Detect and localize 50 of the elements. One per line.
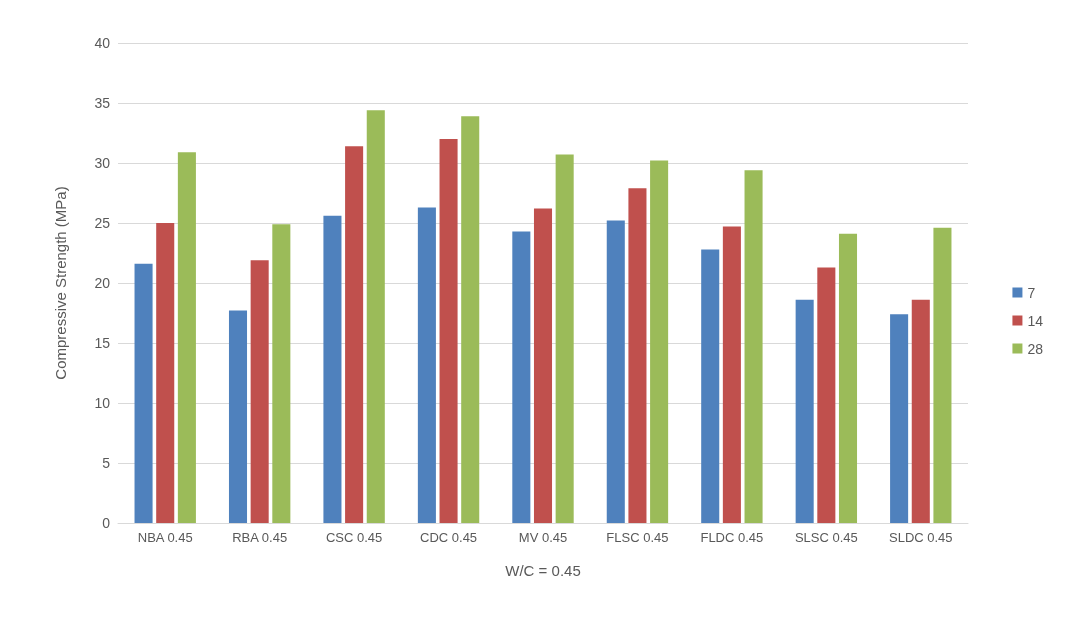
bar xyxy=(628,188,647,523)
bar xyxy=(512,231,531,523)
y-tick-label: 35 xyxy=(94,95,111,111)
y-tick-label: 30 xyxy=(94,155,111,171)
y-tick-label: 0 xyxy=(102,515,111,531)
bar xyxy=(461,116,480,523)
y-tick-label: 40 xyxy=(94,35,111,51)
legend-label: 28 xyxy=(1027,340,1044,357)
bar xyxy=(366,110,385,523)
bar xyxy=(323,215,342,523)
bar xyxy=(156,223,175,523)
bar xyxy=(533,208,553,523)
bar xyxy=(933,227,952,523)
y-axis-title: Compressive Strength (MPa) xyxy=(52,186,69,380)
legend-label: 7 xyxy=(1027,284,1036,301)
x-tick-label: SLSC 0.45 xyxy=(794,530,858,545)
bar xyxy=(701,249,720,523)
bar xyxy=(911,299,930,523)
bar xyxy=(417,207,436,523)
bar xyxy=(890,314,909,523)
bar xyxy=(838,233,858,523)
bar xyxy=(272,224,291,523)
x-tick-label: MV 0.45 xyxy=(518,530,568,545)
y-tick-label: 15 xyxy=(94,335,111,351)
y-tick-label: 5 xyxy=(102,455,111,471)
bar xyxy=(439,139,458,523)
bar xyxy=(817,267,836,523)
bar xyxy=(744,170,763,523)
x-tick-label: RBA 0.45 xyxy=(232,530,288,545)
x-tick-label: CSC 0.45 xyxy=(325,530,383,545)
bar xyxy=(555,154,574,523)
bar xyxy=(250,260,269,523)
x-tick-label: CDC 0.45 xyxy=(420,530,478,545)
bar xyxy=(134,263,153,523)
x-tick-label: FLSC 0.45 xyxy=(606,530,669,545)
x-tick-label: FLDC 0.45 xyxy=(700,530,764,545)
bar xyxy=(177,152,196,523)
y-tick-label: 20 xyxy=(94,275,111,291)
x-tick-label: SLDC 0.45 xyxy=(888,530,953,545)
bar xyxy=(606,220,625,523)
bar xyxy=(795,299,814,523)
bar xyxy=(650,160,669,523)
y-tick-label: 10 xyxy=(94,395,111,411)
legend-label: 14 xyxy=(1027,312,1044,329)
bar xyxy=(345,146,364,523)
bar xyxy=(722,226,741,523)
x-axis-title: W/C = 0.45 xyxy=(505,562,581,579)
y-tick-label: 25 xyxy=(94,215,111,231)
bar xyxy=(228,310,248,523)
x-tick-label: NBA 0.45 xyxy=(137,530,193,545)
